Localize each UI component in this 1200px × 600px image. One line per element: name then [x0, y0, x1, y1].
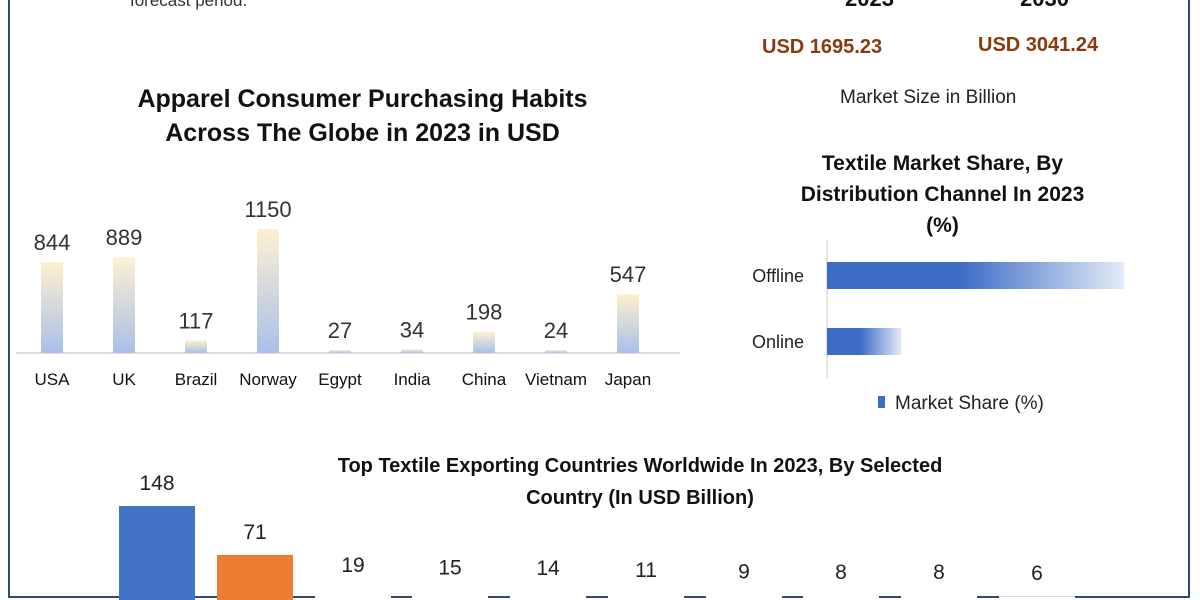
- data-label: 198: [466, 300, 503, 325]
- legend-label: Market Share (%): [895, 393, 1044, 414]
- data-label: 24: [544, 318, 568, 343]
- forecast-text: forecast period.: [130, 0, 248, 10]
- data-label: 1150: [244, 197, 291, 222]
- data-label: 15: [438, 556, 461, 579]
- bar-9: [901, 594, 977, 600]
- tick-label: Brazil: [175, 370, 218, 389]
- data-label: 117: [178, 308, 213, 333]
- bar-online: [827, 328, 902, 355]
- data-label: 8: [835, 561, 847, 584]
- data-label: 11: [635, 559, 657, 582]
- bar-3: [315, 587, 391, 600]
- market-share-title: Textile Market Share, By Distribution Ch…: [800, 152, 1085, 237]
- data-label: 14: [536, 557, 560, 580]
- bar-vietnam: [545, 350, 567, 353]
- bar-brazil: [185, 340, 207, 353]
- data-label: 9: [738, 560, 750, 583]
- bar-4: [412, 590, 488, 600]
- market-value-2030: USD 3041.24: [978, 34, 1099, 56]
- tick-label: USA: [35, 370, 71, 389]
- bar-china: [473, 331, 495, 353]
- bar-uk: [113, 257, 135, 353]
- bar-norway: [257, 229, 279, 353]
- legend-swatch: [878, 396, 885, 408]
- infographic-frame: [8, 0, 1190, 598]
- tick-label: Offline: [752, 266, 804, 286]
- bar-7: [706, 594, 782, 600]
- bar-offline: [827, 262, 1124, 289]
- tick-label: India: [394, 370, 431, 389]
- bar-8: [803, 594, 879, 600]
- data-label: 19: [341, 554, 364, 577]
- exporting-bar-chart: 148 71 19 15 14 11 9 8 8 6: [119, 472, 1075, 600]
- bar-japan: [617, 294, 639, 353]
- tick-label: Vietnam: [525, 370, 587, 389]
- bar-2: [217, 554, 293, 600]
- bar-1: [119, 506, 195, 600]
- apparel-chart-title: Apparel Consumer Purchasing Habits Acros…: [137, 85, 588, 147]
- tick-label: Japan: [605, 370, 651, 389]
- bar-egypt: [329, 350, 351, 353]
- data-label: 71: [243, 521, 266, 544]
- data-label: 27: [328, 318, 352, 343]
- bar-usa: [41, 261, 63, 353]
- tick-label: UK: [112, 370, 136, 389]
- tick-label: Egypt: [318, 370, 362, 389]
- data-label: 34: [400, 317, 424, 342]
- market-share-bar-chart: Offline Online Market Share (%): [752, 240, 1124, 414]
- exporting-chart-title: Top Textile Exporting Countries Worldwid…: [337, 455, 943, 509]
- apparel-bar-chart: 844 USA 889 UK 117 Brazil 1150 Norway 27 Egypt 34 I…: [16, 197, 680, 389]
- data-label: 148: [139, 472, 174, 495]
- bar-india: [401, 349, 423, 353]
- bar-5: [510, 591, 586, 600]
- data-label: 889: [106, 225, 143, 250]
- data-label: 8: [933, 561, 945, 584]
- tick-label: Norway: [239, 370, 297, 389]
- year-left: 2023: [845, 0, 894, 12]
- bar-10: [999, 596, 1075, 600]
- tick-label: China: [462, 370, 507, 389]
- data-label: 844: [34, 230, 71, 255]
- bar-6: [608, 593, 684, 600]
- data-label: 547: [610, 262, 647, 287]
- market-value-2023: USD 1695.23: [762, 36, 883, 58]
- market-size-label: Market Size in Billion: [840, 87, 1017, 108]
- tick-label: Online: [752, 332, 804, 352]
- data-label: 6: [1031, 562, 1043, 585]
- year-right: 2030: [1020, 0, 1069, 12]
